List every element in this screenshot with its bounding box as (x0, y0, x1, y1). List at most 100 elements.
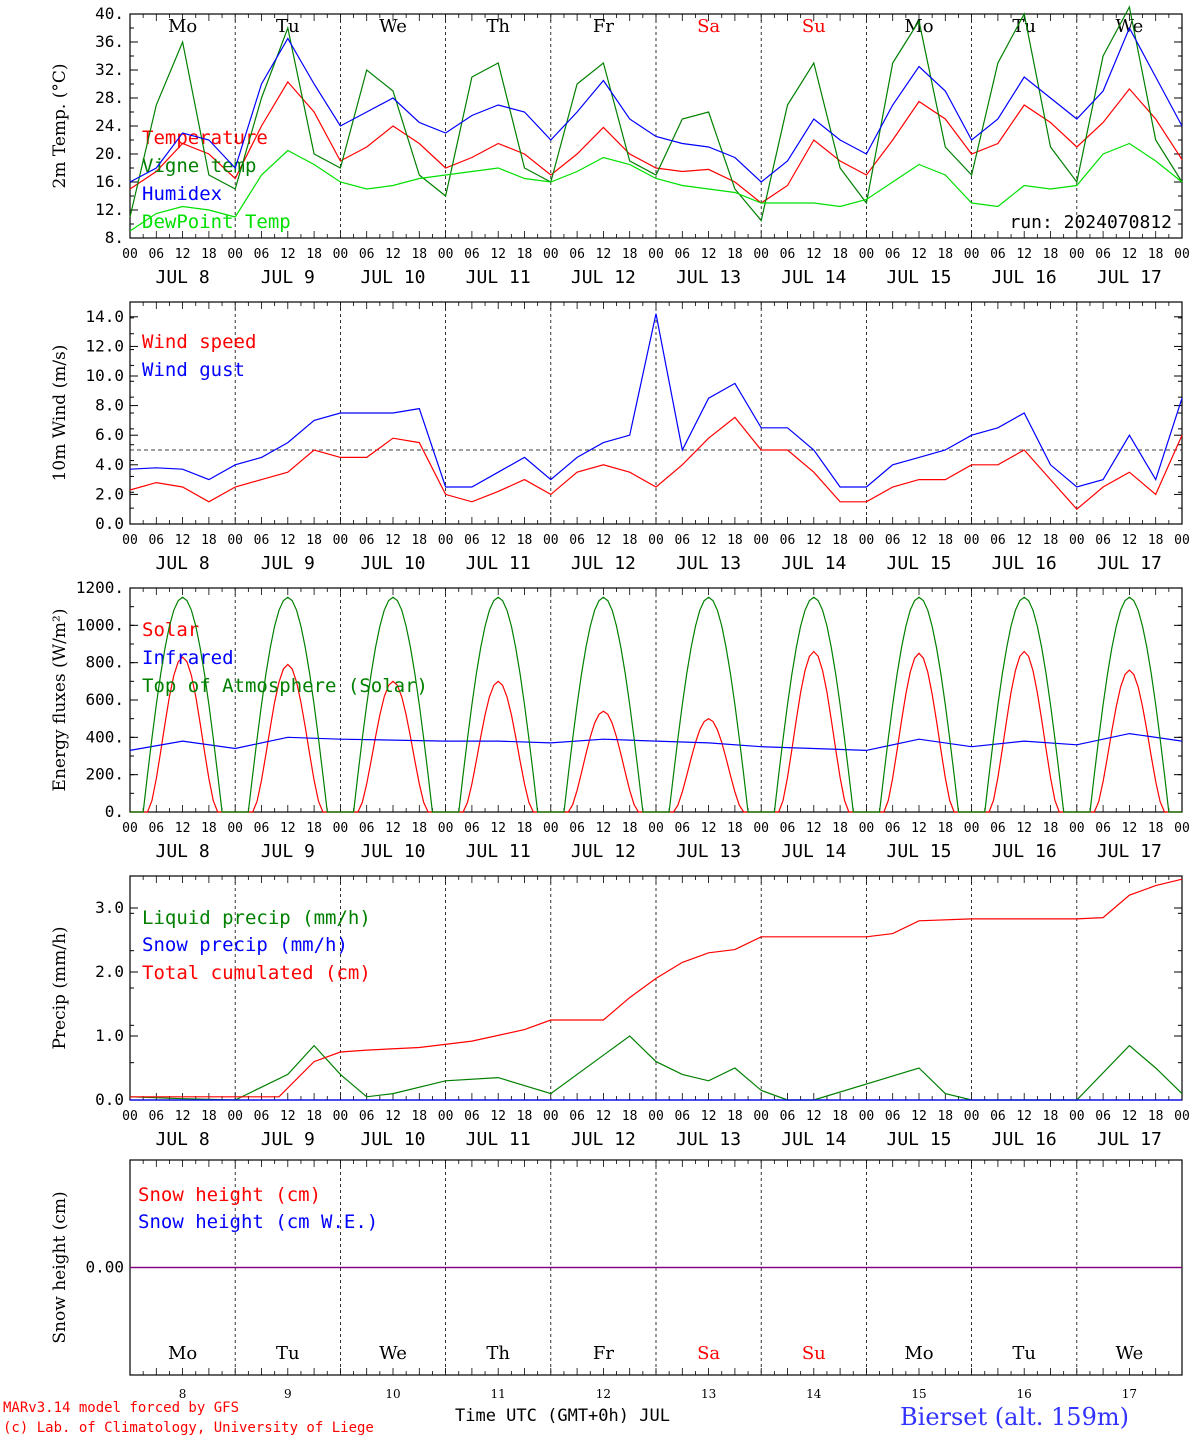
hour-tick-label: 18 (1148, 533, 1164, 548)
hour-tick-label: 12 (806, 247, 822, 262)
hour-tick-label: 00 (1174, 533, 1190, 548)
hour-tick-label: 12 (1122, 247, 1138, 262)
hour-tick-label: 18 (832, 1109, 848, 1124)
y-tick-label: 0.0 (95, 514, 124, 533)
date-label: JUL 11 (466, 1129, 531, 1150)
hour-tick-label: 12 (911, 533, 927, 548)
hour-tick-label: 12 (806, 821, 822, 836)
hour-tick-label: 06 (1095, 1109, 1111, 1124)
hour-tick-label: 00 (227, 1109, 243, 1124)
date-label: JUL 14 (781, 841, 846, 862)
hour-tick-label: 00 (1069, 533, 1085, 548)
hour-tick-label: 06 (780, 533, 796, 548)
legend-entry: Liquid precip (mm/h) (142, 907, 371, 929)
y-tick-label: 1200. (76, 578, 124, 597)
hour-tick-label: 12 (385, 247, 401, 262)
hour-tick-label: 00 (1069, 1109, 1085, 1124)
date-label: JUL 13 (676, 841, 741, 862)
hour-tick-label: 12 (806, 533, 822, 548)
hour-tick-label: 12 (1122, 821, 1138, 836)
date-label: JUL 9 (261, 1129, 315, 1150)
day-number-label: 8 (179, 1387, 187, 1401)
hour-tick-label: 18 (306, 533, 322, 548)
hour-tick-label: 12 (911, 821, 927, 836)
hour-tick-label: 00 (333, 247, 349, 262)
legend-entry: DewPoint Temp (142, 211, 291, 233)
hour-tick-label: 00 (753, 247, 769, 262)
hour-tick-label: 18 (517, 533, 533, 548)
y-tick-label: 14.0 (85, 307, 124, 326)
credit-line-1: MARv3.14 model forced by GFS (3, 1400, 240, 1416)
hour-tick-label: 12 (280, 821, 296, 836)
day-abbr-label: Tu (276, 1343, 300, 1364)
hour-tick-label: 18 (832, 247, 848, 262)
date-label: JUL 12 (571, 1129, 636, 1150)
day-abbr-label: Tu (1012, 1343, 1036, 1364)
date-label: JUL 8 (156, 841, 210, 862)
date-label: JUL 16 (992, 1129, 1057, 1150)
legend-entry: Snow precip (mm/h) (142, 934, 348, 956)
hour-tick-label: 00 (753, 1109, 769, 1124)
hour-tick-label: 18 (832, 533, 848, 548)
hour-tick-label: 00 (333, 821, 349, 836)
hour-tick-label: 00 (543, 1109, 559, 1124)
hour-tick-label: 00 (964, 533, 980, 548)
hour-tick-label: 18 (727, 247, 743, 262)
hour-tick-label: 06 (885, 533, 901, 548)
day-abbr-label: We (1116, 16, 1144, 37)
legend-entry: Humidex (142, 183, 222, 205)
hour-tick-label: 00 (648, 533, 664, 548)
day-number-label: 10 (385, 1387, 400, 1401)
legend-entry: Vigne temp (142, 155, 256, 177)
hour-tick-label: 18 (937, 821, 953, 836)
hour-tick-label: 18 (201, 821, 217, 836)
hour-tick-label: 18 (1148, 247, 1164, 262)
y-tick-label: 200. (85, 765, 124, 784)
day-abbr-label: Fr (593, 1343, 614, 1364)
day-number-label: 15 (911, 1387, 926, 1401)
hour-tick-label: 12 (701, 533, 717, 548)
panel-temp: 8. 12. 16. 20. 24. 28. 32. 36. 40. 2m Temp. (°C) 0… (50, 4, 1190, 288)
hour-tick-label: 06 (990, 533, 1006, 548)
hour-tick-label: 06 (148, 533, 164, 548)
day-abbr-label: Th (486, 16, 510, 37)
hour-tick-label: 06 (359, 247, 375, 262)
y-tick-label: 0. (105, 802, 124, 821)
hour-tick-label: 06 (359, 533, 375, 548)
hour-tick-label: 18 (411, 533, 427, 548)
date-label: JUL 13 (676, 553, 741, 574)
date-label: JUL 9 (261, 841, 315, 862)
hour-tick-label: 12 (490, 1109, 506, 1124)
day-number-label: 12 (596, 1387, 611, 1401)
y-tick-label: 36. (95, 32, 124, 51)
hour-tick-label: 06 (674, 821, 690, 836)
y-tick-label: 12.0 (85, 336, 124, 355)
date-label: JUL 15 (886, 267, 951, 288)
hour-tick-label: 18 (517, 821, 533, 836)
hour-tick-label: 06 (359, 1109, 375, 1124)
y-tick-label: 400. (85, 727, 124, 746)
day-abbr-label: We (379, 1343, 407, 1364)
legend-entry: Temperature (142, 127, 268, 149)
day-number-label: 16 (1017, 1387, 1032, 1401)
hour-tick-label: 12 (1016, 247, 1032, 262)
day-number-label: 13 (701, 1387, 716, 1401)
date-label: JUL 12 (571, 553, 636, 574)
day-number-label: 14 (806, 1387, 822, 1401)
hour-tick-label: 12 (911, 1109, 927, 1124)
hour-tick-label: 06 (1095, 821, 1111, 836)
hour-tick-label: 06 (254, 821, 270, 836)
credit-line-2: (c) Lab. of Climatology, University of L… (3, 1420, 374, 1436)
y-tick-label: 2.0 (95, 962, 124, 981)
y-axis-label: 10m Wind (m/s) (50, 345, 70, 482)
hour-tick-label: 00 (333, 1109, 349, 1124)
hour-tick-label: 18 (1148, 821, 1164, 836)
hour-tick-label: 06 (569, 247, 585, 262)
hour-tick-label: 00 (122, 821, 138, 836)
hour-tick-label: 00 (1069, 247, 1085, 262)
hour-tick-label: 06 (148, 1109, 164, 1124)
date-label: JUL 15 (886, 841, 951, 862)
day-abbr-label: Fr (593, 16, 614, 37)
date-label: JUL 12 (571, 267, 636, 288)
date-label: JUL 10 (360, 1129, 425, 1150)
